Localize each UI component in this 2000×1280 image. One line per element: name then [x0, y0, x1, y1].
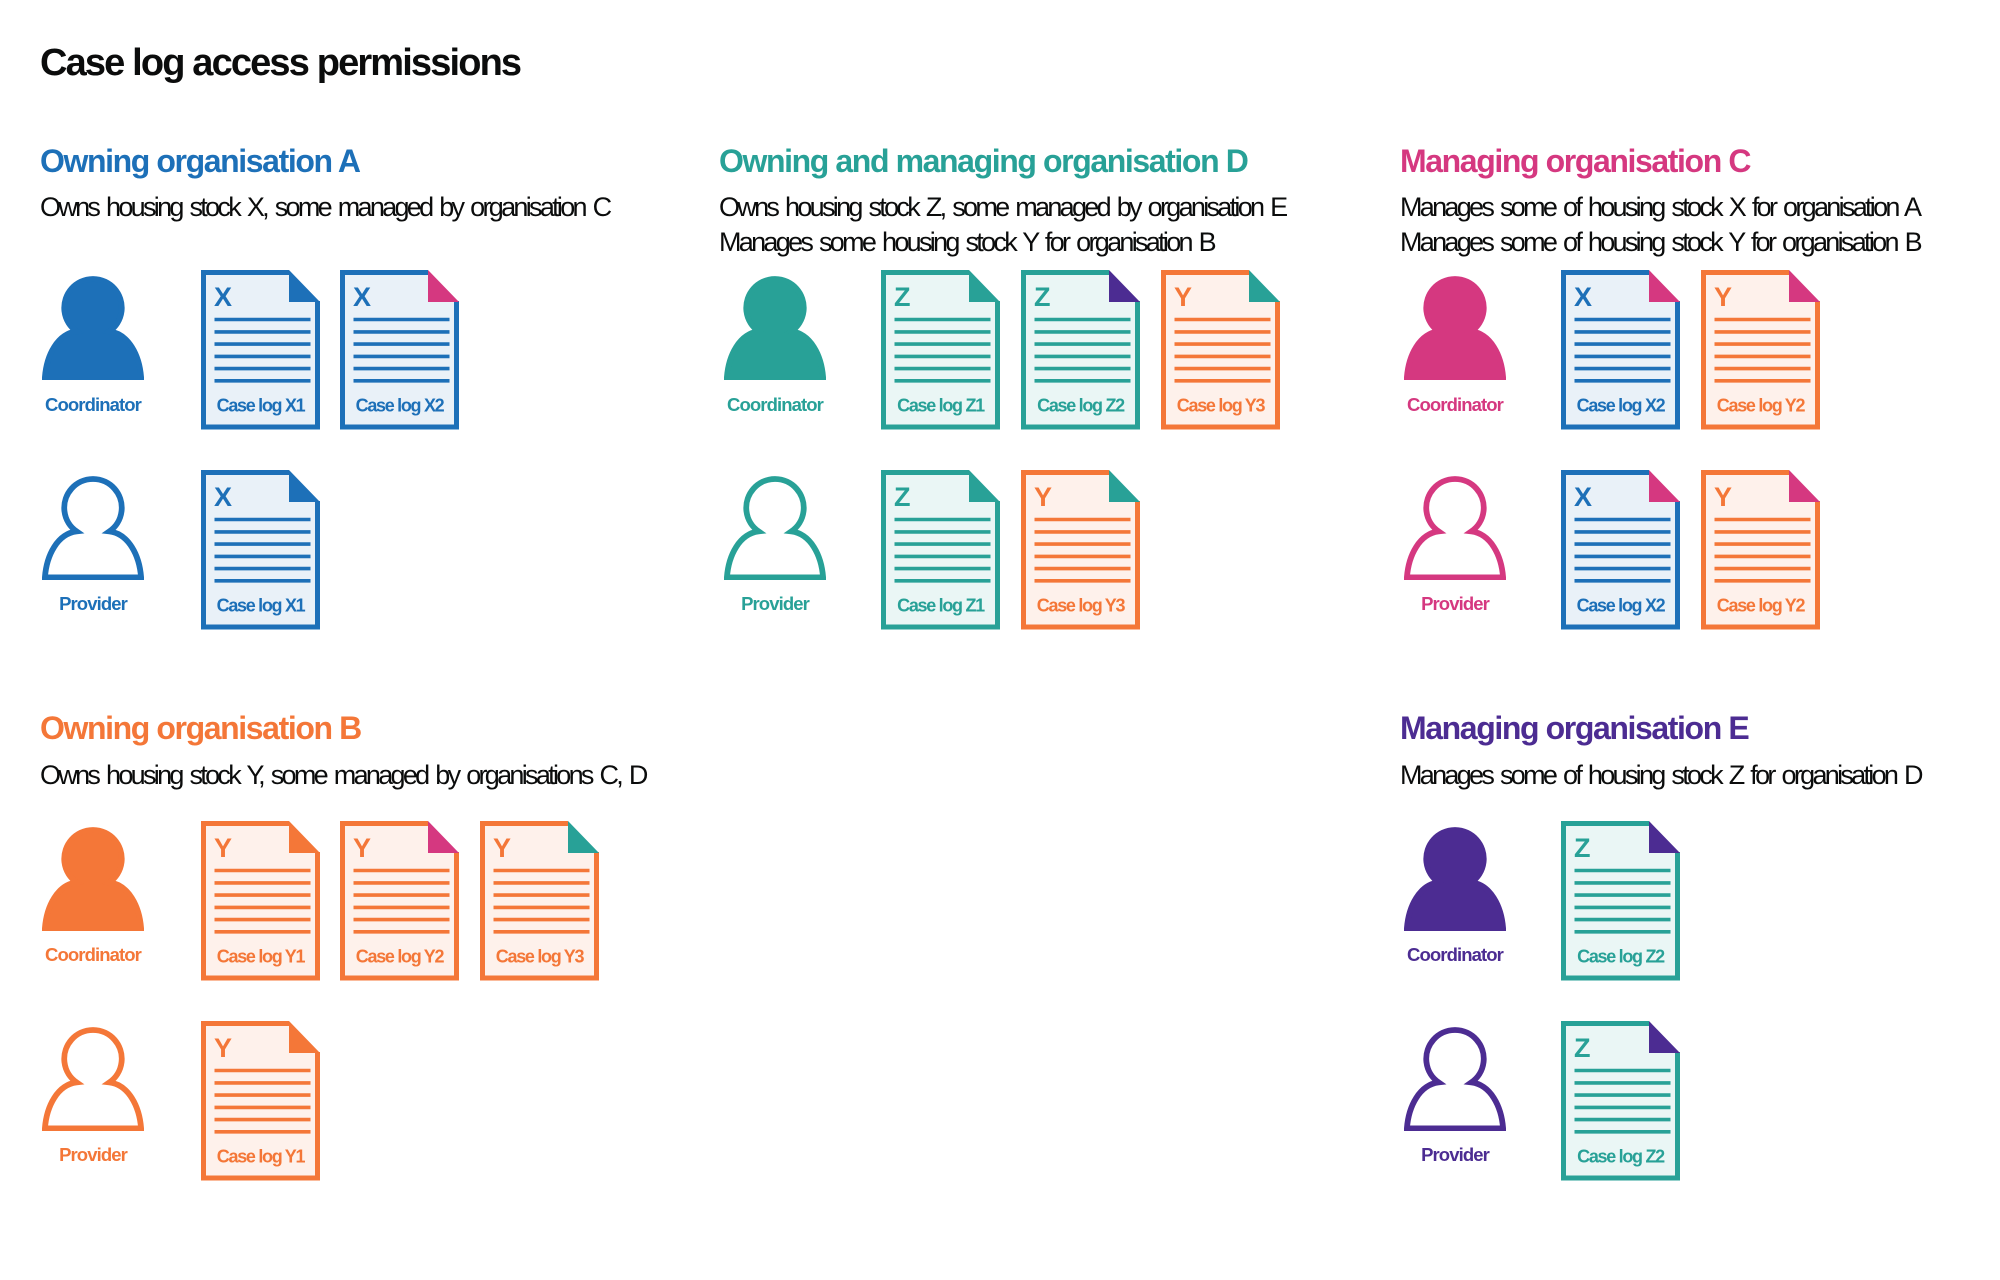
svg-text:Case log X2: Case log X2 [356, 396, 445, 416]
svg-text:Case log Y1: Case log Y1 [216, 1146, 305, 1166]
svg-text:Case log X2: Case log X2 [1577, 595, 1666, 615]
svg-text:Case log Y3: Case log Y3 [1176, 396, 1265, 416]
svg-text:Case log Y2: Case log Y2 [1717, 595, 1806, 615]
svg-text:X: X [214, 482, 232, 512]
svg-text:X: X [214, 282, 232, 312]
svg-text:Z: Z [1034, 282, 1051, 312]
svg-text:Y: Y [353, 833, 371, 863]
svg-text:Y: Y [214, 833, 232, 863]
svg-text:Y: Y [1034, 482, 1052, 512]
svg-text:Case log Y2: Case log Y2 [356, 946, 445, 966]
svg-text:Case log Y2: Case log Y2 [1717, 396, 1806, 416]
svg-text:Case log Y3: Case log Y3 [496, 946, 585, 966]
svg-text:Case log Z1: Case log Z1 [897, 396, 985, 416]
svg-text:Case log Z1: Case log Z1 [897, 595, 985, 615]
svg-text:Case log X2: Case log X2 [1577, 396, 1666, 416]
svg-text:X: X [353, 282, 371, 312]
svg-text:Z: Z [894, 282, 911, 312]
svg-text:Case log Z2: Case log Z2 [1577, 1146, 1665, 1166]
svg-text:Case log Y1: Case log Y1 [216, 946, 305, 966]
svg-text:Case log Z2: Case log Z2 [1577, 946, 1665, 966]
svg-text:Z: Z [1574, 1033, 1591, 1063]
svg-text:Z: Z [1574, 833, 1591, 863]
svg-text:Y: Y [1714, 482, 1732, 512]
svg-text:Y: Y [493, 833, 511, 863]
svg-text:X: X [1574, 282, 1592, 312]
svg-text:Case log Y3: Case log Y3 [1037, 595, 1126, 615]
svg-text:Y: Y [1174, 282, 1192, 312]
svg-text:Case log X1: Case log X1 [216, 595, 305, 615]
svg-text:Y: Y [1714, 282, 1732, 312]
svg-text:X: X [1574, 482, 1592, 512]
svg-text:Y: Y [214, 1033, 232, 1063]
svg-text:Z: Z [894, 482, 911, 512]
svg-text:Case log Z2: Case log Z2 [1037, 396, 1125, 416]
svg-text:Case log X1: Case log X1 [216, 396, 305, 416]
